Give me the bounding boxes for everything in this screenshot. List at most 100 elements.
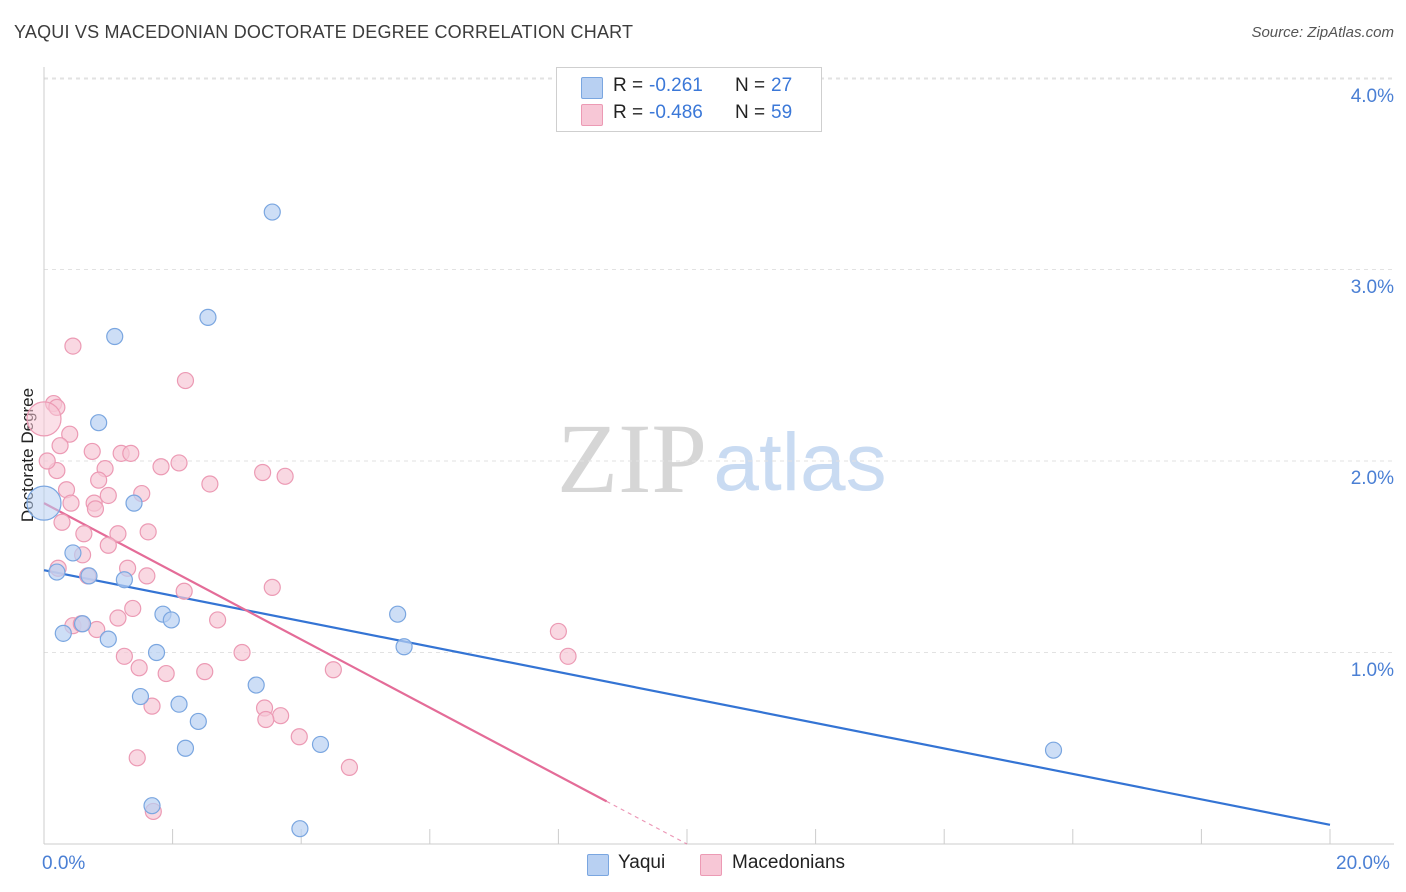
macedonians-point-59 <box>38 452 56 470</box>
bottom-legend-macedonians-swatch <box>700 854 722 876</box>
yaqui-r-label: R = <box>613 75 644 96</box>
yaqui-trend-line <box>43 569 1331 826</box>
macedonians-point-1 <box>64 337 82 355</box>
macedonians-point-23 <box>62 494 80 512</box>
yaqui-point-21 <box>170 695 188 713</box>
macedonians-trend-line <box>43 502 608 803</box>
macedonians-point-57 <box>340 758 359 777</box>
yaqui-point-18 <box>395 638 413 656</box>
yaqui-point-1 <box>263 203 281 221</box>
chart-title: YAQUI VS MACEDONIAN DOCTORATE DEGREE COR… <box>14 22 634 42</box>
macedonians-point-15 <box>254 463 272 482</box>
macedonians-point-17 <box>90 471 108 489</box>
y-tick-label-4: 4.0% <box>1350 86 1394 107</box>
macedonians-point-53 <box>272 707 290 725</box>
macedonians-r-label: R = <box>613 102 644 123</box>
yaqui-point-9 <box>80 567 98 585</box>
yaqui-point-23 <box>176 739 195 757</box>
macedonians-point-20 <box>99 486 117 505</box>
x-tick-label-max: 20.0% <box>1336 853 1390 874</box>
macedonians-point-26 <box>139 523 157 541</box>
macedonians-point-47 <box>130 659 148 677</box>
yaqui-point-4 <box>90 414 108 432</box>
yaqui-n-label: N = <box>735 75 766 96</box>
yaqui-point-12 <box>162 611 180 629</box>
macedonians-point-11 <box>170 454 188 472</box>
y-tick-label-1: 1.0% <box>1350 660 1394 681</box>
macedonians-point-44 <box>233 643 251 662</box>
yaqui-point-22 <box>189 712 207 731</box>
macedonians-point-8 <box>83 442 101 461</box>
yaqui-point-5 <box>125 494 143 512</box>
macedonians-n-value: 59 <box>771 102 793 123</box>
macedonians-point-46 <box>559 647 577 665</box>
macedonians-point-50 <box>157 664 175 683</box>
macedonians-point-43 <box>549 622 568 641</box>
macedonians-point-25 <box>53 513 71 531</box>
yaqui-r-value: -0.261 <box>649 75 703 96</box>
yaqui-point-20 <box>131 687 150 706</box>
macedonians-point-41 <box>209 611 227 629</box>
macedonians-swatch <box>581 104 603 126</box>
x-tick-label-min: 0.0% <box>42 853 86 874</box>
yaqui-n-value: 27 <box>771 75 793 96</box>
macedonians-point-6 <box>26 401 62 437</box>
macedonians-point-38 <box>109 609 127 627</box>
bottom-legend-macedonians: Macedonians <box>732 852 846 873</box>
macedonians-point-16 <box>276 467 294 485</box>
macedonians-point-45 <box>115 647 133 665</box>
watermark-atlas: atlas <box>713 417 886 508</box>
yaqui-point-7 <box>48 563 66 581</box>
yaqui-point-2 <box>199 308 217 326</box>
yaqui-swatch <box>581 77 603 99</box>
yaqui-point-27 <box>291 820 309 838</box>
correlation-legend: R = -0.261 N = 27 R = -0.486 N = 59 <box>556 67 822 132</box>
macedonians-point-7 <box>51 437 69 455</box>
gridlines <box>44 77 1394 653</box>
y-tick-label-2: 2.0% <box>1350 468 1394 489</box>
macedonians-trend-line-extension <box>606 800 688 845</box>
yaqui-point-14 <box>54 624 72 642</box>
watermark-zip: ZIP <box>557 403 707 514</box>
macedonians-point-34 <box>138 567 156 585</box>
yaqui-point-16 <box>147 643 166 662</box>
yaqui-point-10 <box>115 571 133 589</box>
yaqui-point-25 <box>1044 741 1063 759</box>
yaqui-point-19 <box>247 676 265 694</box>
y-tick-label-3: 3.0% <box>1350 277 1394 298</box>
yaqui-point-24 <box>311 735 330 754</box>
macedonians-point-54 <box>257 710 275 729</box>
yaqui-point-6 <box>26 485 62 521</box>
yaqui-point-13 <box>73 615 92 633</box>
trend-lines <box>43 502 1331 845</box>
source-label: Source: ZipAtlas.com <box>1251 24 1394 41</box>
macedonians-point-36 <box>175 582 193 600</box>
macedonians-point-18 <box>201 475 219 493</box>
macedonians-point-49 <box>324 661 342 679</box>
macedonians-point-56 <box>128 749 146 767</box>
macedonians-point-2 <box>176 371 195 390</box>
yaqui-point-26 <box>143 797 161 815</box>
macedonians-point-55 <box>290 728 308 746</box>
macedonians-point-12 <box>152 458 170 476</box>
yaqui-point-8 <box>64 544 82 562</box>
bottom-legend-yaqui-swatch <box>587 854 609 876</box>
data-points <box>26 203 1063 838</box>
yaqui-point-17 <box>389 605 407 623</box>
yaqui-point-3 <box>106 327 124 346</box>
macedonians-point-35 <box>263 578 281 596</box>
macedonians-point-28 <box>75 525 93 543</box>
macedonians-point-37 <box>124 599 142 618</box>
macedonians-point-5 <box>61 425 79 443</box>
macedonians-point-48 <box>196 663 214 681</box>
macedonians-point-27 <box>109 525 127 543</box>
macedonians-point-51 <box>143 697 161 715</box>
macedonians-point-10 <box>122 444 140 462</box>
bottom-legend-yaqui: Yaqui <box>618 852 666 873</box>
macedonians-point-29 <box>99 536 117 554</box>
macedonians-point-24 <box>86 500 105 518</box>
macedonians-r-value: -0.486 <box>649 102 703 123</box>
yaqui-point-15 <box>99 630 117 648</box>
macedonians-n-label: N = <box>735 102 766 123</box>
